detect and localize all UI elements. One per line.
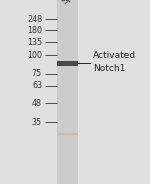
Bar	[57, 133, 78, 135]
Bar	[57, 61, 78, 66]
Text: Spleen: Spleen	[60, 0, 88, 6]
Text: 135: 135	[27, 38, 42, 47]
Text: 63: 63	[32, 81, 42, 90]
Bar	[57, 0, 78, 184]
Text: 75: 75	[32, 69, 42, 78]
Text: 180: 180	[27, 26, 42, 35]
Text: 248: 248	[27, 15, 42, 24]
Text: Notch1: Notch1	[93, 64, 125, 72]
Text: 100: 100	[27, 51, 42, 60]
Text: Activated: Activated	[93, 51, 136, 60]
Text: 35: 35	[32, 118, 42, 127]
Text: 48: 48	[32, 99, 42, 107]
